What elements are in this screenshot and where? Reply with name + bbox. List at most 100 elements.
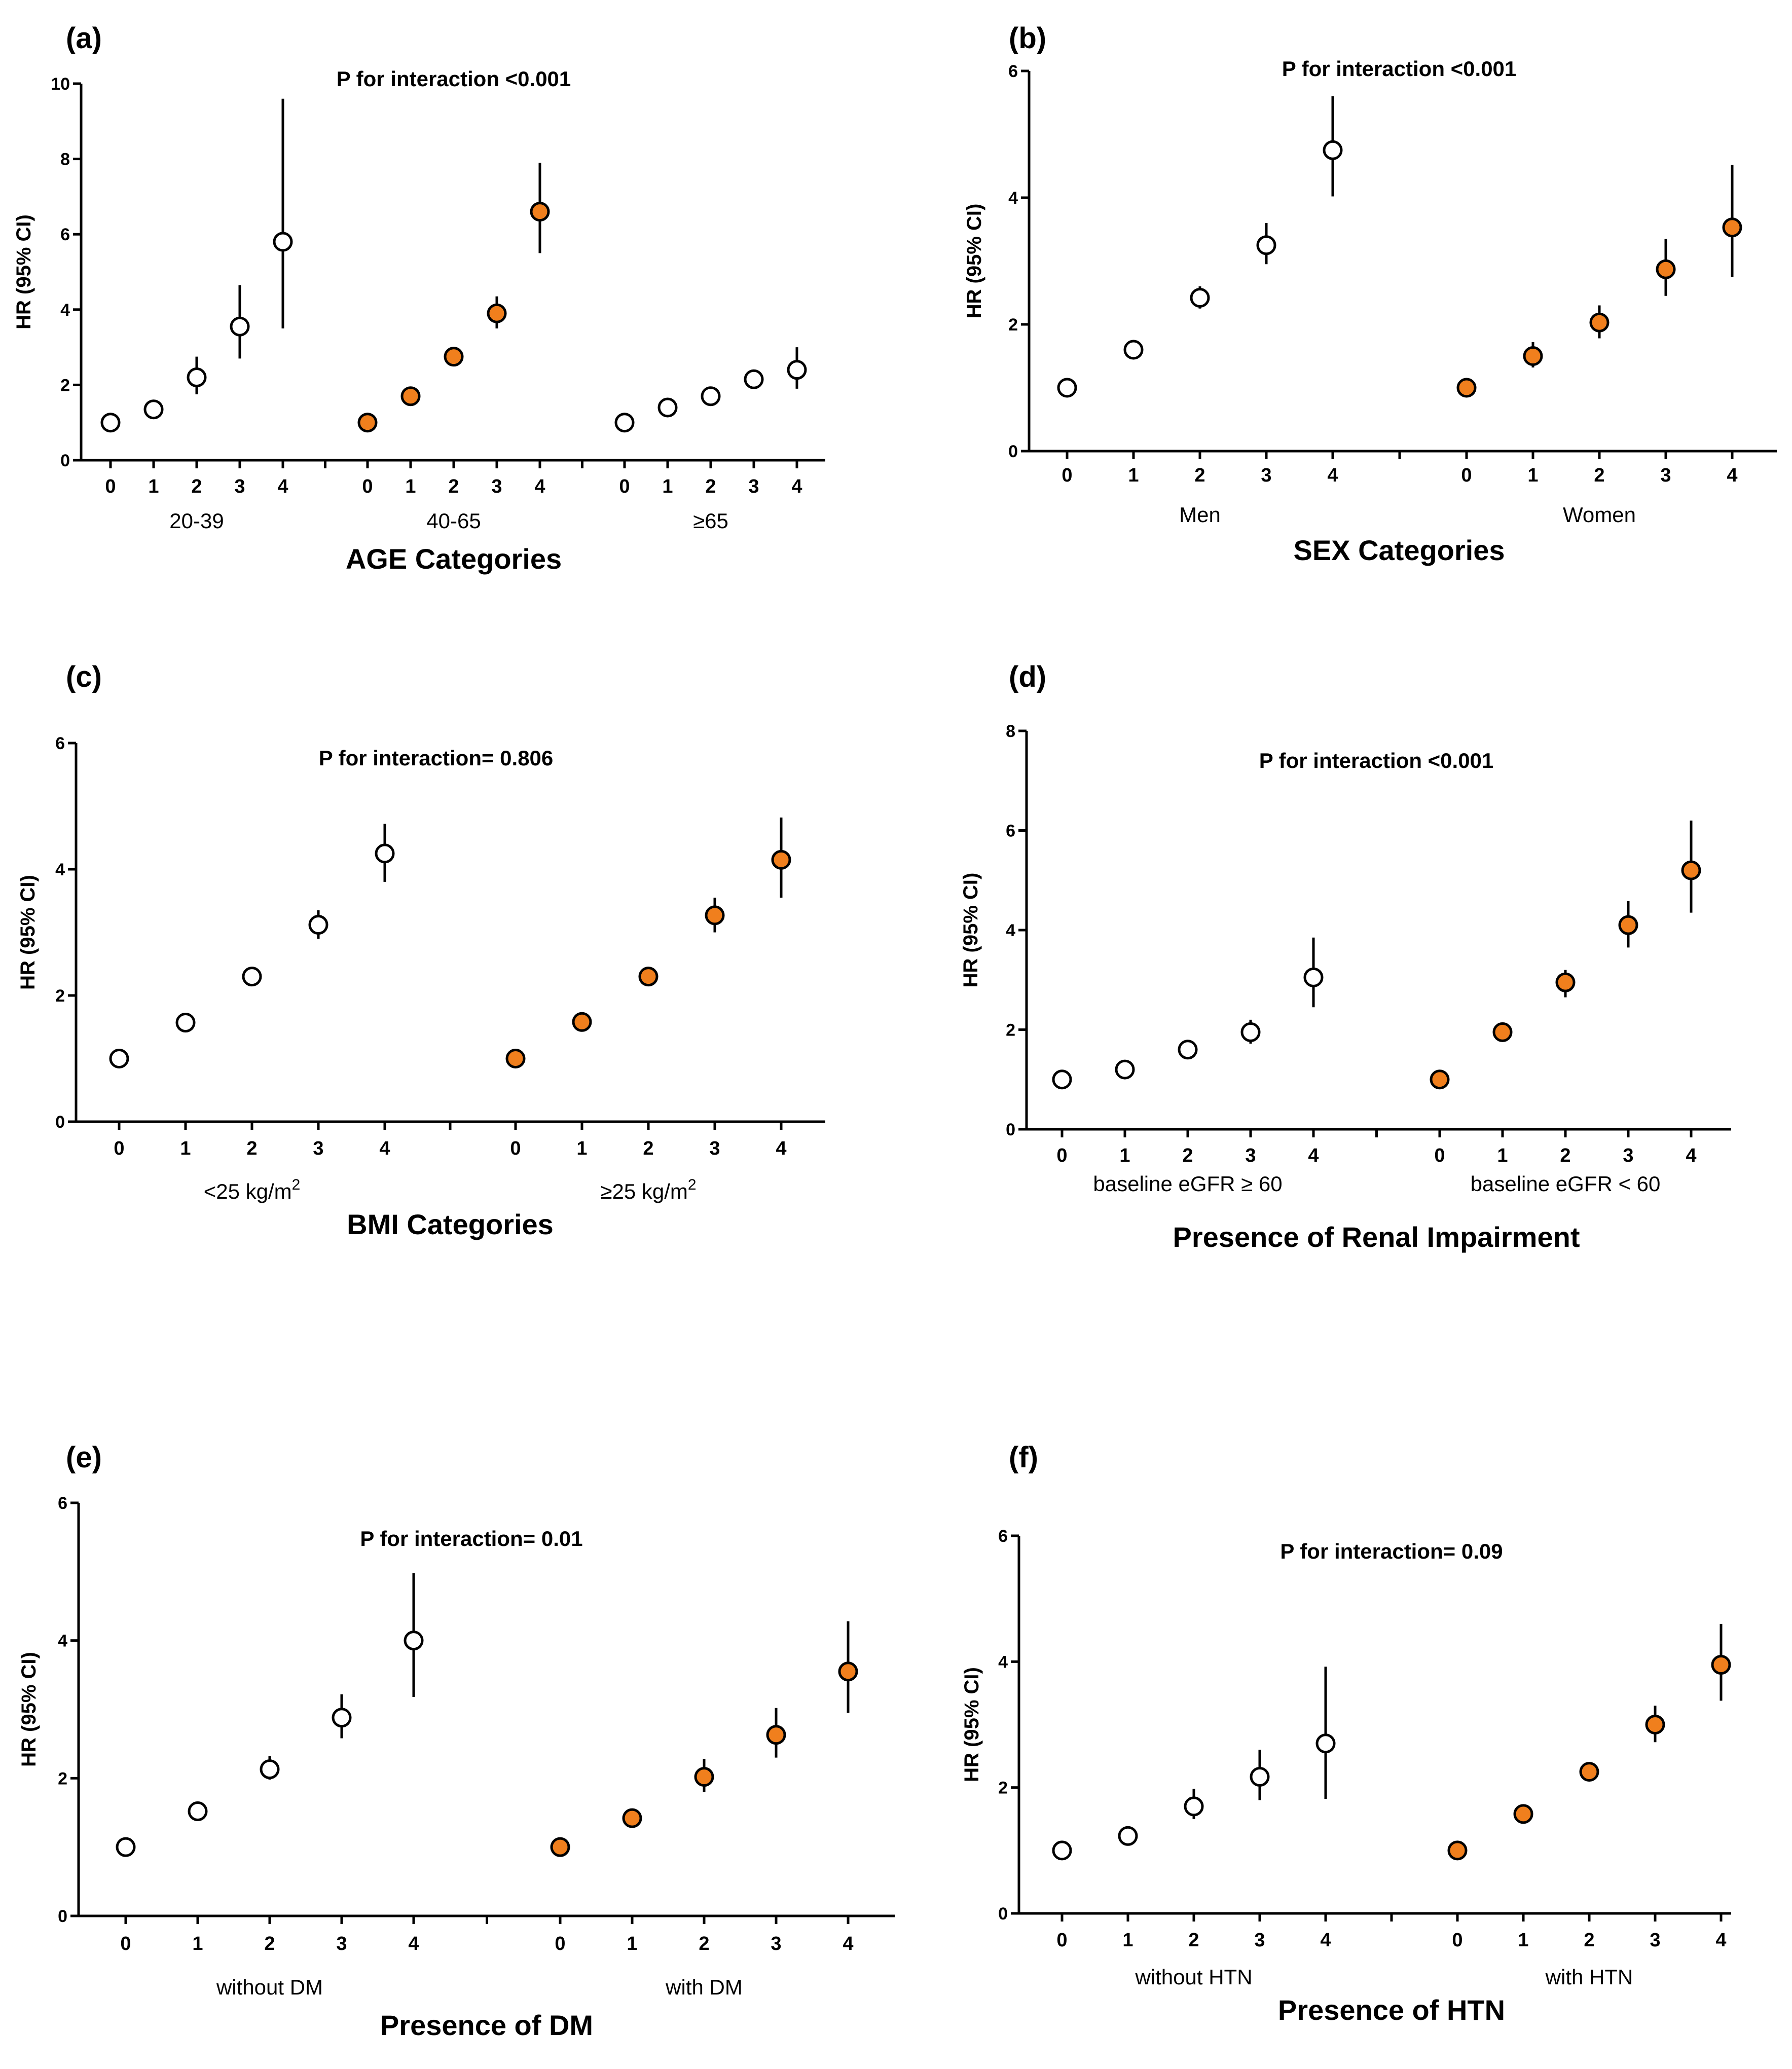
interaction-annotation: P for interaction= 0.09 (1280, 1539, 1503, 1563)
x-tick-label: 4 (1715, 1930, 1726, 1951)
x-tick-label: 3 (1245, 1145, 1256, 1166)
data-point (1722, 217, 1742, 238)
x-axis-title: Presence of Renal Impairment (1173, 1221, 1580, 1253)
series-1: 0 1 2 3 4 <25 kg/m2 (109, 824, 395, 1203)
group-label: without DM (216, 1975, 323, 1999)
y-axis-label: HR (95% CI) (17, 875, 39, 990)
data-point (1240, 1022, 1261, 1042)
interaction-annotation: P for interaction= 0.01 (360, 1527, 582, 1550)
x-tick-label: 3 (336, 1933, 347, 1954)
series-2: 0 1 2 3 4 baseline eGFR < 60 (1430, 820, 1701, 1196)
panel-label: (b) (1009, 22, 1046, 55)
series-2: 0 1 2 3 4 with HTN (1447, 1623, 1731, 1989)
data-point (1250, 1767, 1270, 1787)
x-tick-label: 2 (264, 1933, 275, 1954)
x-tick-label: 2 (1594, 465, 1604, 486)
y-axis-label: HR (95% CI) (963, 204, 985, 319)
x-axis-title: AGE Categories (346, 543, 562, 575)
panel-label: (e) (66, 1441, 102, 1474)
data-point (1190, 288, 1210, 308)
data-point (1523, 346, 1543, 366)
data-point (1052, 1069, 1072, 1090)
data-point (1057, 378, 1077, 398)
x-tick-label: 1 (1122, 1930, 1133, 1951)
x-tick-label: 4 (1320, 1930, 1331, 1951)
data-point (1430, 1069, 1450, 1090)
y-tick-label: 8 (60, 150, 70, 169)
y-tick-label: 8 (1006, 722, 1015, 741)
x-tick-label: 1 (192, 1933, 203, 1954)
x-tick-label: 4 (1327, 465, 1338, 486)
data-point (1589, 312, 1610, 332)
y-tick-label: 4 (1006, 921, 1015, 940)
data-point (657, 397, 678, 418)
x-tick-label: 2 (699, 1933, 709, 1954)
group-label: without HTN (1135, 1965, 1252, 1989)
y-tick-label: 2 (55, 986, 65, 1006)
y-axis-label: HR (95% CI) (13, 214, 35, 329)
group-label: Women (1563, 503, 1636, 527)
data-point (1555, 972, 1576, 992)
data-point (444, 347, 464, 367)
x-tick-label: 4 (1308, 1145, 1319, 1166)
data-point (109, 1049, 129, 1068)
x-tick-label: 2 (448, 476, 459, 497)
series-1: 0 1 2 3 4 Men (1057, 96, 1343, 527)
y-tick-label: 2 (998, 1779, 1008, 1798)
x-tick-label: 4 (408, 1933, 419, 1954)
y-tick-label: 4 (58, 1632, 67, 1651)
series-1: 0 1 2 3 4 without HTN (1052, 1667, 1336, 1989)
data-point (1492, 1022, 1513, 1042)
data-point (1447, 1840, 1468, 1861)
data-point (622, 1808, 642, 1828)
data-point (308, 915, 328, 935)
data-point (1656, 259, 1676, 279)
data-point (116, 1837, 136, 1857)
data-point (505, 1049, 526, 1068)
group-label: ≥65 (693, 509, 728, 533)
y-tick-label: 0 (998, 1904, 1008, 1924)
x-tick-label: 0 (1461, 465, 1472, 486)
x-tick-label: 1 (1518, 1930, 1528, 1951)
y-tick-label: 6 (998, 1527, 1008, 1546)
interaction-annotation: P for interaction <0.001 (337, 67, 571, 91)
y-axis-label: HR (95% CI) (18, 1652, 40, 1767)
series-2: 0 1 2 3 4 Women (1456, 165, 1742, 527)
data-point (1513, 1804, 1533, 1824)
data-point (766, 1725, 786, 1745)
group-label: ≥25 kg/m2 (600, 1176, 696, 1203)
x-tick-label: 2 (1182, 1145, 1193, 1166)
data-point (143, 399, 164, 420)
data-point (1323, 140, 1343, 160)
x-tick-label: 4 (776, 1138, 786, 1159)
data-point (1579, 1762, 1599, 1782)
x-tick-label: 4 (534, 476, 545, 497)
data-point (242, 967, 262, 987)
x-tick-label: 1 (1497, 1145, 1508, 1166)
series-2: 0 1 2 3 4 ≥25 kg/m2 (505, 817, 791, 1203)
series-2: 0 1 2 3 4 with DM (550, 1621, 858, 1999)
chart-panel-b: (b) P for interaction <0.001 0 2 4 6 HR (95% C… (963, 22, 1777, 566)
y-tick-label: 6 (60, 225, 70, 244)
x-tick-label: 1 (1119, 1145, 1130, 1166)
data-point (357, 413, 378, 433)
data-point (771, 849, 791, 870)
x-tick-label: 1 (1527, 465, 1538, 486)
y-tick-label: 2 (1006, 1021, 1015, 1040)
data-point (744, 369, 764, 389)
x-tick-label: 1 (1128, 465, 1139, 486)
y-tick-label: 6 (1006, 822, 1015, 841)
x-tick-label: 3 (491, 476, 502, 497)
y-tick-label: 0 (58, 1907, 67, 1926)
x-tick-label: 0 (362, 476, 373, 497)
data-point (188, 1801, 208, 1822)
x-axis-title: Presence of HTN (1278, 1994, 1505, 2026)
x-tick-label: 0 (1434, 1145, 1445, 1166)
data-point (701, 386, 721, 407)
x-tick-label: 1 (405, 476, 416, 497)
x-tick-label: 3 (234, 476, 245, 497)
group-label: with HTN (1545, 1965, 1633, 1989)
y-axis-label: HR (95% CI) (961, 1667, 983, 1782)
